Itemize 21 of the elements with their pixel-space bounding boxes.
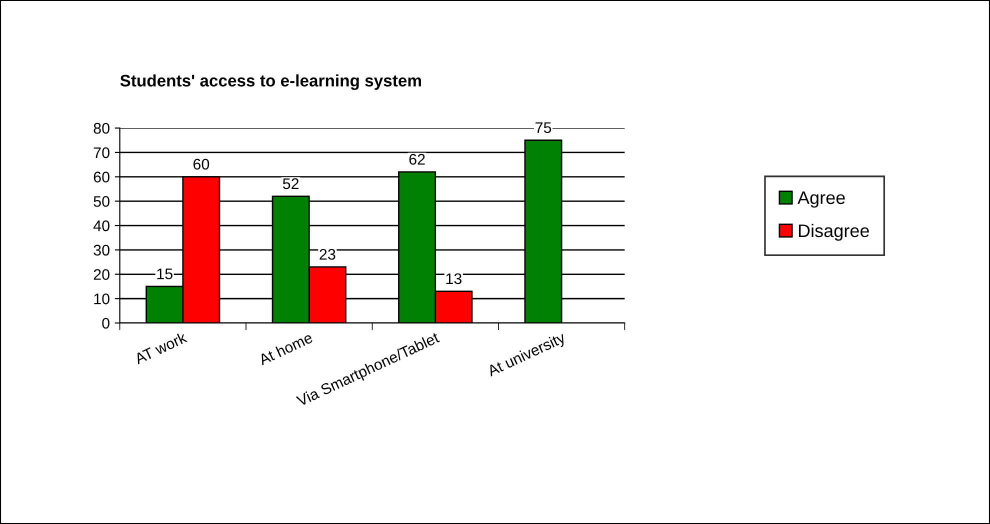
y-tick-label: 10 bbox=[94, 293, 110, 304]
y-tick-label: 20 bbox=[94, 269, 110, 280]
y-tick-label: 0 bbox=[102, 318, 110, 329]
legend-label: Disagree bbox=[798, 224, 869, 241]
data-label: 75 bbox=[536, 122, 552, 134]
data-label: 62 bbox=[409, 154, 425, 165]
y-tick-label: 80 bbox=[94, 122, 110, 134]
y-tick-label: 50 bbox=[94, 196, 110, 207]
x-tick-label: At home bbox=[258, 332, 314, 366]
y-tick-label: 40 bbox=[93, 220, 110, 232]
y-tick-label: 60 bbox=[94, 172, 110, 182]
data-label: 15 bbox=[157, 268, 172, 280]
chart-title: Students' access to e-learning system bbox=[120, 74, 421, 90]
y-tick-label: 70 bbox=[94, 147, 110, 158]
legend-label: Agree bbox=[798, 191, 845, 208]
data-label: 60 bbox=[193, 158, 210, 170]
x-tick-label: AT work bbox=[133, 331, 188, 365]
data-label: 13 bbox=[446, 273, 462, 284]
data-label: 23 bbox=[320, 248, 336, 260]
data-label: 52 bbox=[282, 178, 299, 190]
y-tick-label: 30 bbox=[94, 244, 110, 256]
